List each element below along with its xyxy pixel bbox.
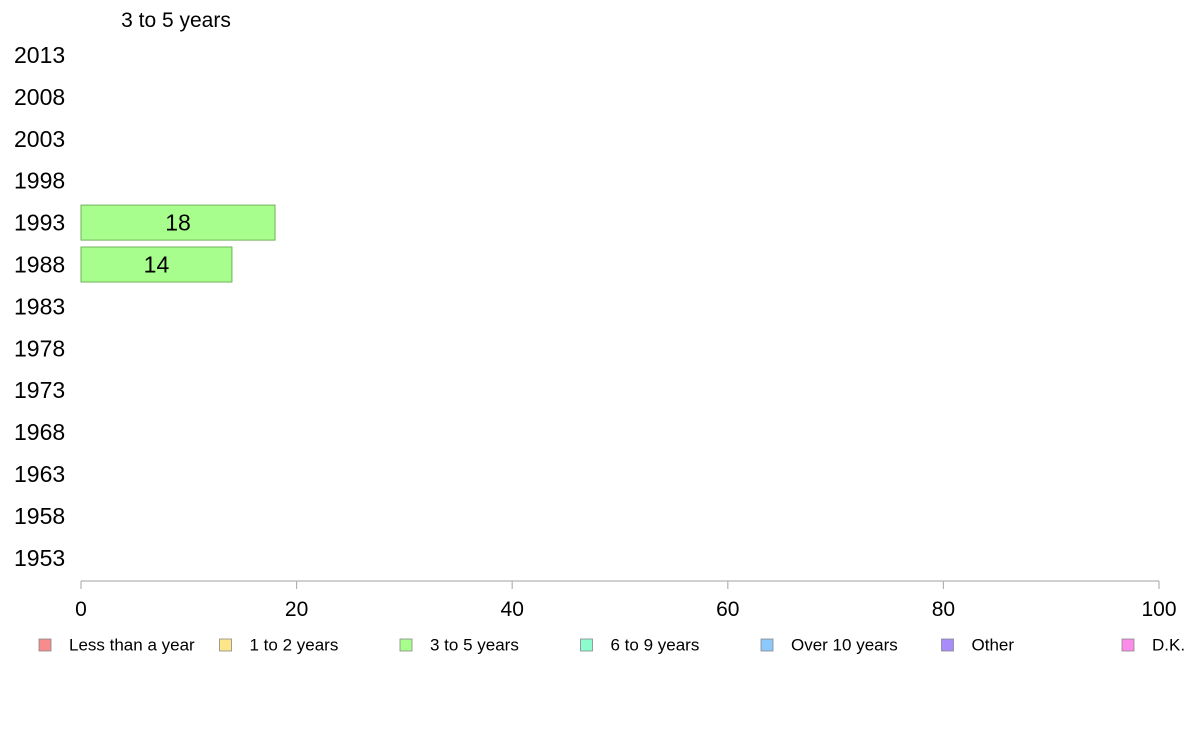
category-label: 1968 <box>14 419 65 445</box>
legend-swatch <box>219 638 232 652</box>
category-label: 1998 <box>14 168 65 194</box>
panel-title: 3 to 5 years <box>121 9 231 32</box>
category-label: 1958 <box>14 503 65 529</box>
legend-swatch <box>941 638 954 652</box>
legend: Less than a year 1 to 2 years 3 to 5 years… <box>38 636 1185 655</box>
x-tick-label: 40 <box>501 598 524 621</box>
legend-swatch <box>399 638 413 652</box>
x-tick-label: 60 <box>716 598 739 621</box>
category-label: 1973 <box>14 377 65 403</box>
x-axis: 0 20 40 60 80 100 <box>75 580 1177 621</box>
legend-label: Less than a year <box>69 636 195 655</box>
x-tick-label: 0 <box>75 598 87 621</box>
category-label: 2013 <box>14 42 65 68</box>
legend-label: D.K. <box>1152 636 1185 655</box>
bar <box>80 246 233 283</box>
category-label: 1983 <box>14 293 65 319</box>
legend-label: Other <box>972 636 1015 655</box>
category-label: 1988 <box>14 252 65 278</box>
legend-label: 3 to 5 years <box>430 636 519 655</box>
legend-swatch <box>38 638 52 652</box>
x-tick-label: 20 <box>285 598 308 621</box>
category-label: 2008 <box>14 84 65 110</box>
category-label: 2003 <box>14 126 65 152</box>
category-label: 1963 <box>14 461 65 487</box>
category-label: 1993 <box>14 210 65 236</box>
legend-label: 6 to 9 years <box>611 636 700 655</box>
x-tick-label: 100 <box>1141 598 1176 621</box>
category-label: 1978 <box>14 335 65 361</box>
legend-label: 1 to 2 years <box>250 636 339 655</box>
legend-label: Over 10 years <box>791 636 898 655</box>
legend-swatch <box>760 638 774 652</box>
x-tick-label: 80 <box>932 598 955 621</box>
legend-swatch <box>1121 638 1135 652</box>
category-labels: 2013 2008 2003 1998 1993 1988 1983 1978 1973 1968… <box>14 42 65 571</box>
bar-value-label: 18 <box>165 210 191 236</box>
legend-swatch <box>580 638 593 652</box>
bar-value-label: 14 <box>144 252 170 278</box>
category-label: 1953 <box>14 545 65 571</box>
bar <box>80 204 276 241</box>
